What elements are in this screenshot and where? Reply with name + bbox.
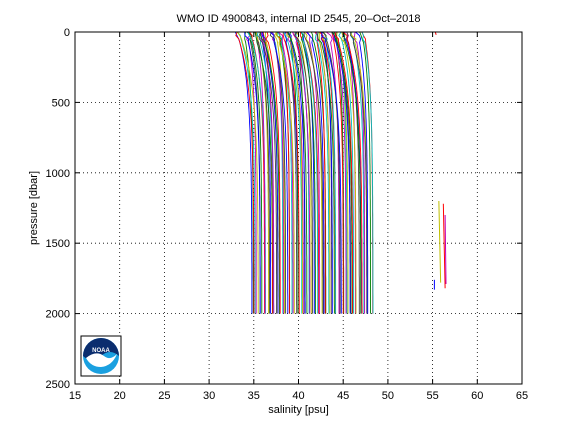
x-tick-label: 50 [382, 390, 394, 402]
x-axis-label: salinity [psu] [268, 404, 329, 416]
x-tick-label: 15 [69, 390, 81, 402]
profile-line [259, 31, 272, 314]
x-tick-label: 40 [292, 390, 304, 402]
y-tick-label: 1000 [46, 168, 70, 180]
x-tick-label: 20 [114, 390, 126, 402]
profile-line [282, 31, 303, 314]
profile-line [259, 31, 280, 314]
profile-line [326, 31, 340, 314]
x-tick-label: 65 [516, 390, 528, 402]
profile-line [359, 31, 371, 314]
profile-line [275, 31, 295, 314]
profile-line [314, 31, 330, 314]
x-tick-label: 60 [471, 390, 483, 402]
profile-line [338, 31, 355, 314]
profile-line [237, 31, 256, 314]
profile-line [295, 31, 310, 314]
y-tick-label: 2500 [46, 379, 70, 391]
profile-line [278, 31, 290, 314]
profile-line [277, 31, 294, 314]
profile-line [340, 31, 357, 314]
profile-line [299, 31, 320, 314]
y-tick-label: 0 [64, 27, 70, 39]
y-axis-label: pressure [dbar] [28, 171, 40, 245]
profile-line [321, 31, 342, 314]
profile-line [271, 31, 285, 314]
profile-line [331, 31, 344, 314]
profile-line [237, 31, 259, 314]
profile-line [246, 31, 257, 314]
profile-line [331, 31, 353, 314]
profile-line [314, 31, 326, 314]
profile-line [265, 31, 281, 314]
x-tick-label: 45 [337, 390, 349, 402]
profile-line [331, 31, 347, 314]
profile-line [300, 31, 316, 314]
profile-line [342, 31, 363, 314]
profile-line [334, 31, 354, 314]
profile-line [235, 31, 255, 314]
profile-line [333, 32, 345, 314]
profile-line [282, 31, 298, 314]
outlier-segment [438, 200, 442, 283]
profile-line [342, 31, 362, 314]
profile-line [261, 31, 279, 314]
profile-line [300, 31, 319, 314]
profile-line [350, 31, 368, 314]
profile-line [292, 31, 311, 314]
x-tick-label: 30 [203, 390, 215, 402]
profile-line [317, 31, 335, 314]
profile-line [294, 31, 314, 314]
profile-line [303, 31, 324, 314]
x-tick-label: 25 [158, 390, 170, 402]
chart-title: WMO ID 4900843, internal ID 2545, 20–Oct… [177, 13, 421, 25]
y-tick-label: 1500 [46, 238, 70, 250]
profiles [234, 31, 447, 314]
x-tick-label: 35 [248, 390, 260, 402]
axis-ticks: 15 20 25 30 35 40 45 50 55 60 65 0 500 1000 1500 2000 25… [46, 27, 529, 402]
profile-line [258, 31, 278, 314]
profile-line [306, 31, 325, 314]
x-tick-label: 55 [426, 390, 438, 402]
outlier-segment [444, 215, 447, 285]
y-tick-label: 500 [52, 97, 70, 109]
logo-bird-shape [86, 353, 117, 367]
profile-line [289, 31, 299, 314]
profile-line [260, 31, 275, 314]
profile-line [322, 31, 337, 314]
profile-line [282, 31, 300, 314]
profile-line [305, 31, 321, 314]
profile-line [355, 31, 369, 314]
profile-line [234, 31, 253, 314]
profile-line [319, 31, 331, 314]
profile-line [247, 31, 263, 314]
profile-line [244, 31, 261, 314]
profile-line [287, 31, 308, 314]
y-tick-label: 2000 [46, 309, 70, 321]
profile-line [349, 31, 365, 314]
profile-line [286, 31, 306, 314]
profile-line [353, 31, 366, 314]
profile-line [269, 31, 287, 314]
profile-line [269, 31, 289, 314]
profile-line [255, 31, 271, 314]
profile-line [361, 31, 374, 314]
profile-line [331, 31, 351, 314]
noaa-logo: NOAA [80, 335, 122, 377]
outlier-segment [442, 203, 446, 289]
logo-text: NOAA [92, 348, 110, 354]
profile-line [286, 31, 303, 314]
profile-line [255, 31, 266, 314]
